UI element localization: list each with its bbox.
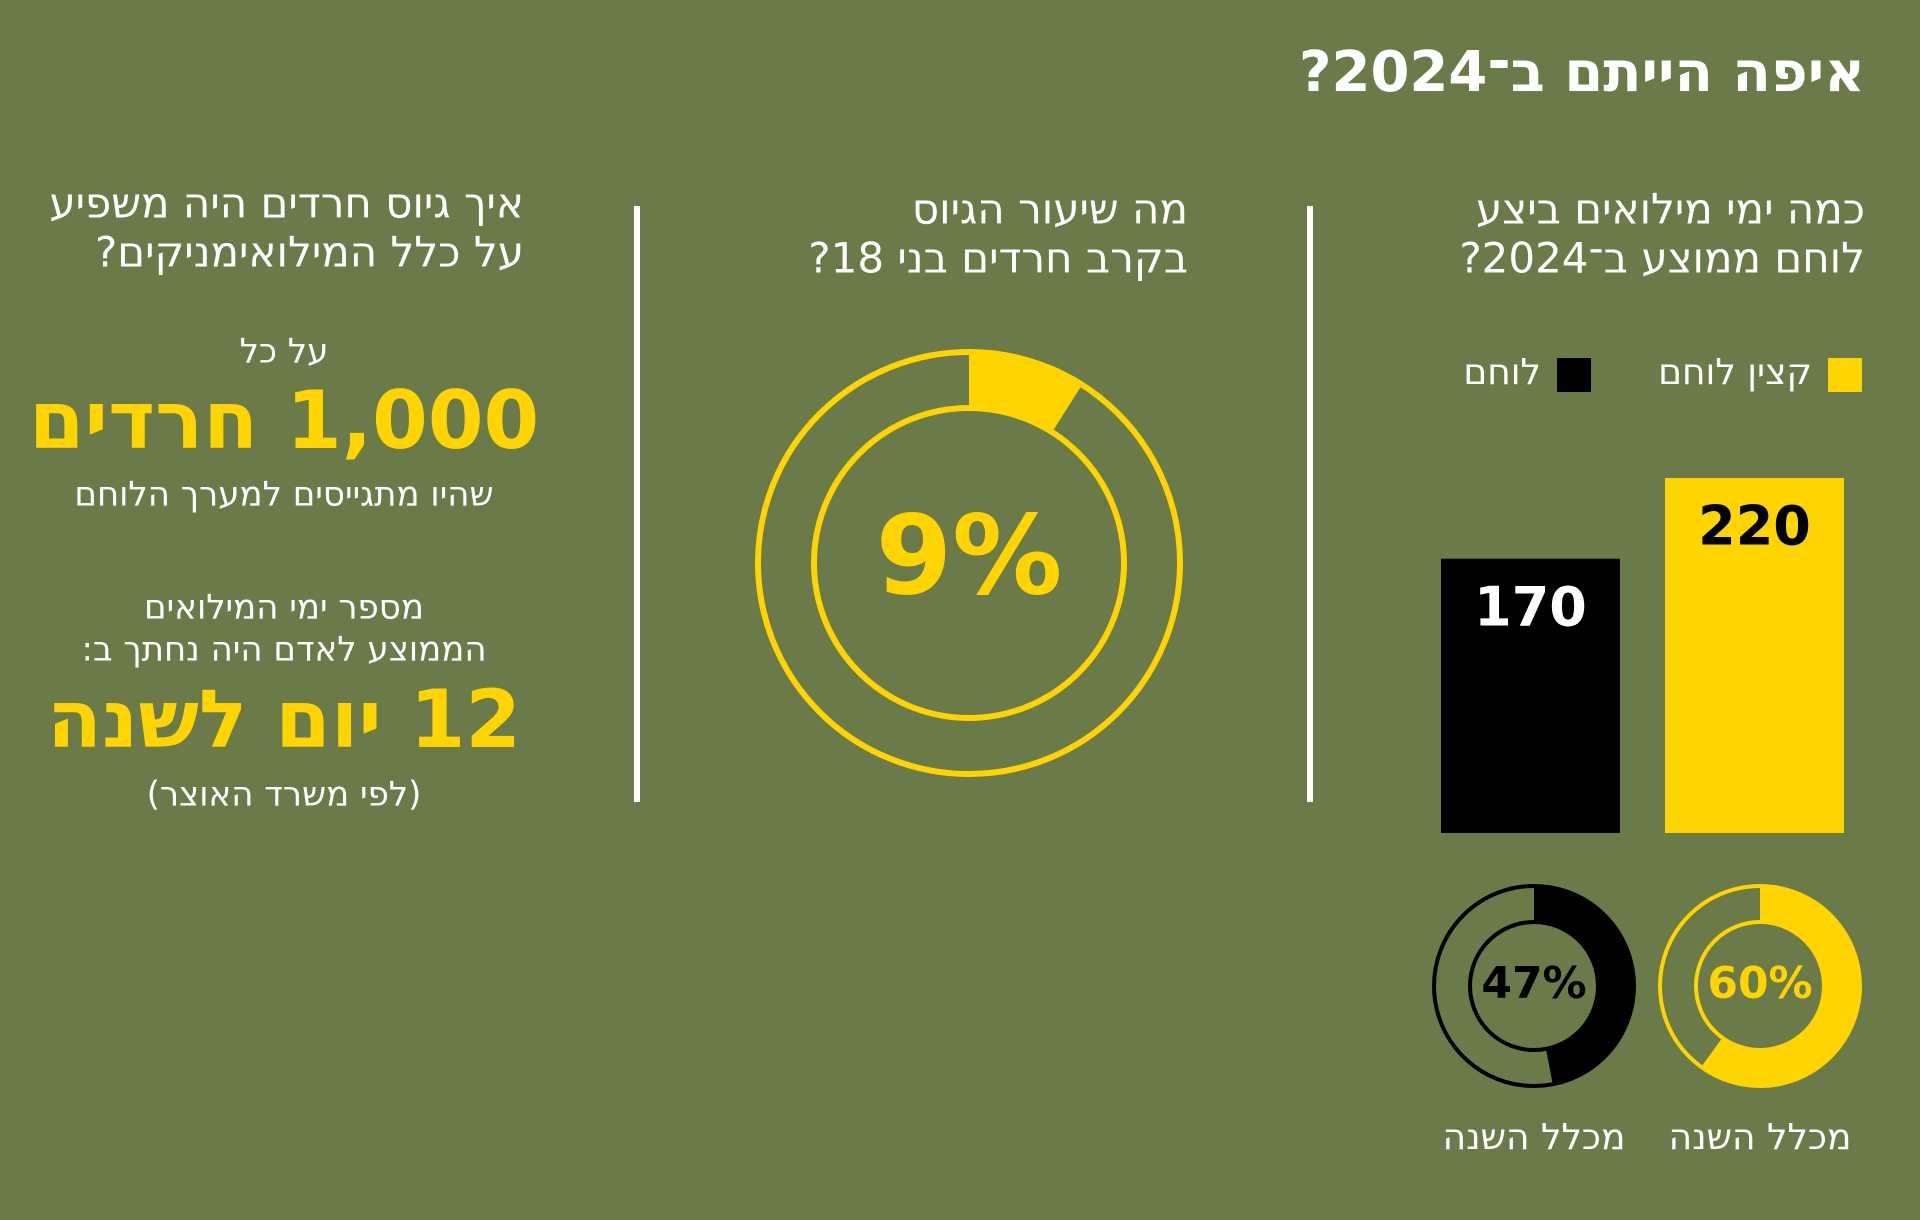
section-title: על כלל המילואימניקים? bbox=[95, 228, 524, 277]
section-title: איך גיוס חרדים היה משפיע bbox=[49, 179, 524, 228]
donut-arc bbox=[968, 352, 1083, 433]
legend-label: לוחם bbox=[1463, 352, 1541, 393]
section-title: בקרב חרדים בני 18? bbox=[808, 234, 1188, 283]
donut-caption: מכלל השנה bbox=[1669, 1117, 1852, 1158]
donut-value-label: 60% bbox=[1707, 958, 1812, 1009]
donut-value-label: 9% bbox=[876, 491, 1063, 619]
headline: 12 יום לשנה bbox=[47, 673, 521, 766]
text: מספר ימי המילואים bbox=[144, 588, 424, 628]
section-title: כמה ימי מילואים ביצע bbox=[1476, 185, 1865, 234]
donut-caption: מכלל השנה bbox=[1443, 1117, 1626, 1158]
headline: 1,000 חרדים bbox=[29, 374, 539, 467]
donut-value-label: 47% bbox=[1481, 958, 1586, 1009]
donut-arc bbox=[1533, 886, 1634, 1085]
donut-arc bbox=[1701, 886, 1860, 1086]
text: שהיו מתגייסים למערך הלוחם bbox=[74, 475, 493, 515]
bar bbox=[1441, 558, 1620, 833]
section-title: מה שיעור הגיוס bbox=[912, 185, 1188, 234]
legend-swatch bbox=[1828, 358, 1862, 392]
legend-label: קצין לוחם bbox=[1658, 352, 1812, 393]
legend-swatch bbox=[1557, 358, 1591, 392]
bar bbox=[1665, 478, 1844, 833]
section-title: לוחם ממוצע ב־2024? bbox=[1459, 234, 1865, 283]
text: על כל bbox=[240, 332, 329, 372]
text: (לפי משרד האוצר) bbox=[147, 775, 422, 815]
bar-value-label: 170 bbox=[1474, 575, 1587, 638]
text: הממוצע לאדם היה נחתך ב: bbox=[81, 630, 486, 670]
main-title: איפה הייתם ב־2024? bbox=[1299, 40, 1865, 105]
bar-value-label: 220 bbox=[1698, 495, 1811, 558]
